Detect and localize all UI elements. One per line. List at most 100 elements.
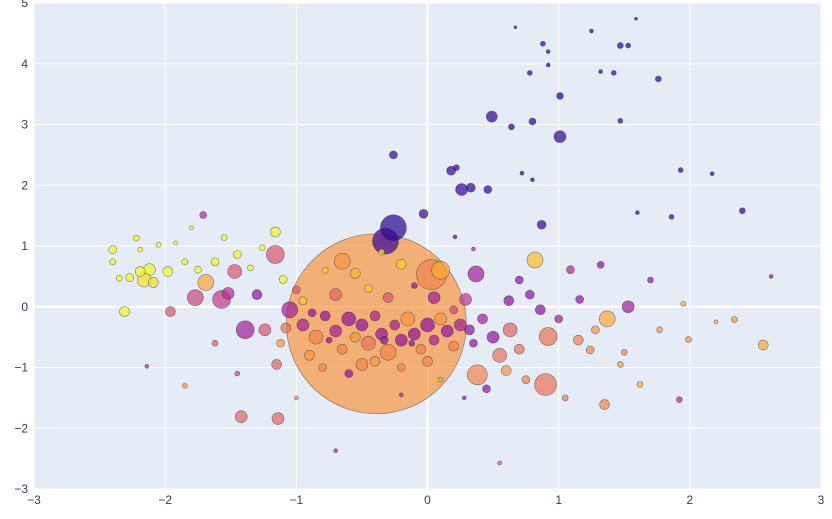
data-point	[464, 324, 475, 336]
data-point	[534, 373, 557, 396]
data-point	[233, 250, 242, 259]
data-point	[467, 265, 485, 283]
data-point	[115, 274, 123, 282]
data-point	[187, 289, 204, 306]
data-point	[344, 369, 354, 378]
data-point	[467, 364, 488, 386]
data-point	[329, 288, 342, 301]
data-point	[210, 257, 220, 267]
data-point	[389, 150, 398, 160]
data-point	[610, 70, 617, 76]
data-point	[620, 349, 628, 356]
data-point	[530, 177, 535, 183]
data-point	[194, 265, 202, 274]
data-point	[545, 49, 551, 54]
data-point	[647, 276, 654, 284]
data-point	[503, 295, 515, 306]
y-tick-label: 2	[21, 178, 28, 192]
data-point	[292, 285, 301, 295]
data-point	[266, 245, 285, 264]
data-point	[455, 183, 468, 196]
data-point	[453, 164, 460, 171]
data-point	[634, 16, 638, 21]
data-point	[519, 170, 525, 176]
data-point	[369, 310, 381, 322]
data-point	[234, 410, 248, 424]
data-point	[276, 338, 285, 348]
data-point	[408, 327, 421, 341]
data-point	[485, 110, 498, 123]
data-point	[515, 275, 524, 285]
y-tick-label: −1	[14, 361, 28, 375]
data-point	[394, 333, 408, 347]
y-tick-label: 3	[21, 118, 28, 132]
data-point	[668, 214, 675, 220]
data-point	[355, 358, 369, 371]
data-point	[655, 75, 662, 83]
x-tick-label: 2	[686, 493, 693, 507]
data-point	[428, 334, 440, 346]
data-point	[165, 306, 176, 317]
data-point	[221, 287, 235, 300]
data-point	[545, 62, 551, 68]
data-point	[471, 246, 476, 252]
data-point	[247, 264, 254, 272]
data-point	[635, 210, 640, 215]
data-point	[680, 300, 687, 307]
data-point	[440, 324, 454, 338]
data-point	[137, 246, 144, 253]
data-point	[596, 261, 605, 269]
data-point	[497, 460, 502, 466]
data-point	[278, 275, 288, 284]
data-point	[738, 207, 746, 215]
data-point	[189, 225, 194, 231]
data-point	[408, 339, 416, 347]
data-point	[599, 399, 610, 410]
data-point	[199, 211, 208, 219]
data-point	[536, 219, 547, 230]
data-point	[379, 335, 389, 345]
data-point	[575, 295, 584, 304]
data-point	[271, 359, 282, 370]
data-point	[378, 248, 385, 256]
data-point	[144, 363, 150, 369]
data-point	[598, 69, 603, 74]
data-point	[617, 42, 624, 49]
data-point	[382, 292, 394, 303]
data-point	[477, 313, 488, 325]
data-point	[372, 227, 399, 255]
data-point	[768, 274, 774, 279]
data-point	[364, 284, 373, 293]
data-point	[676, 396, 683, 403]
data-point	[554, 314, 563, 324]
data-point	[656, 326, 663, 334]
data-point	[389, 319, 401, 331]
data-point	[621, 300, 635, 314]
data-point	[757, 339, 769, 351]
data-point	[258, 244, 266, 252]
data-point	[617, 361, 624, 368]
data-point	[591, 325, 600, 335]
data-point	[585, 345, 595, 355]
data-point	[220, 234, 228, 241]
data-point	[134, 266, 146, 277]
y-tick-label: 1	[21, 239, 28, 253]
data-point	[155, 241, 162, 248]
data-point	[235, 320, 255, 340]
data-point	[298, 296, 308, 305]
x-axis-ticks: −3 −2 −1 0 1 2 3	[27, 493, 825, 507]
data-point	[148, 277, 159, 288]
x-tick-label: −2	[158, 493, 172, 507]
data-point	[398, 392, 404, 398]
x-tick-label: 0	[424, 493, 431, 507]
data-point	[535, 304, 546, 316]
y-tick-label: 0	[21, 300, 28, 314]
data-point	[308, 329, 324, 345]
data-point	[119, 306, 130, 317]
data-point	[525, 289, 535, 300]
data-point	[109, 258, 116, 266]
data-point	[350, 331, 361, 343]
data-point	[270, 226, 281, 238]
data-point	[483, 185, 493, 194]
data-point	[420, 317, 435, 333]
